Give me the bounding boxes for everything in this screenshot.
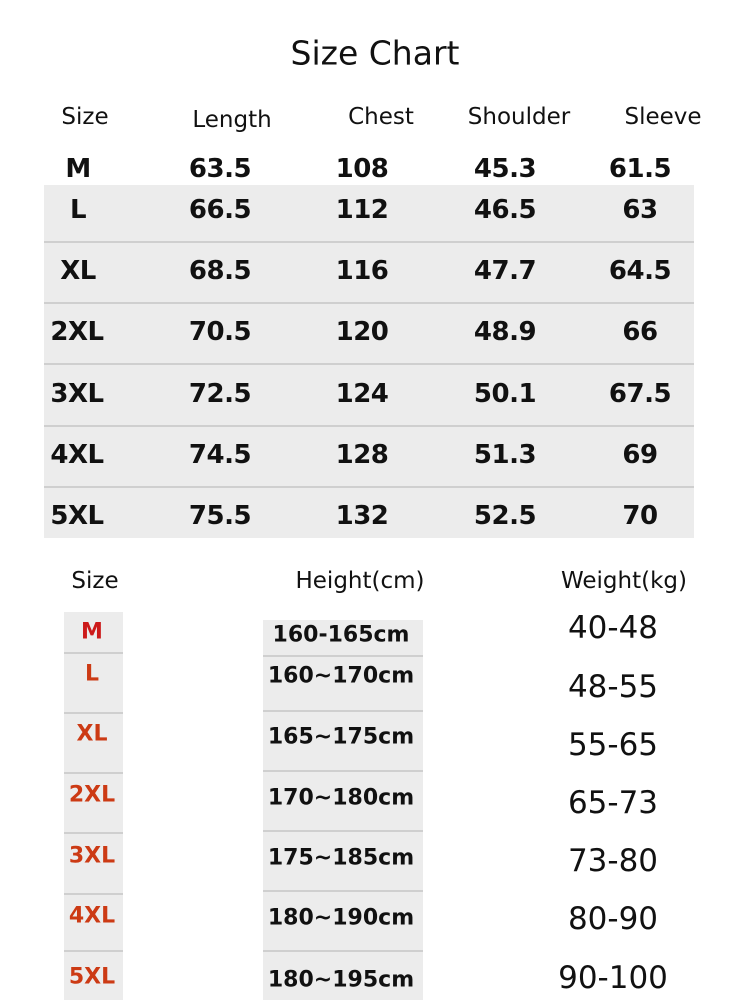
cell-shoulder: 46.5	[473, 195, 537, 225]
height-range: 180~190cm	[267, 905, 415, 931]
cell-shoulder: 50.1	[473, 379, 537, 409]
cell-length: 75.5	[188, 501, 252, 531]
cell-chest: 116	[335, 256, 389, 286]
cell-sleeve: 66	[622, 317, 658, 347]
cell-chest: 120	[335, 317, 389, 347]
size-label: M	[81, 619, 103, 645]
weight-range: 90-100	[558, 960, 668, 996]
height-divider	[263, 770, 423, 772]
size-divider	[64, 950, 123, 952]
cell-shoulder: 51.3	[473, 440, 537, 470]
header-height: Height(cm)	[295, 568, 425, 594]
size-divider	[64, 893, 123, 895]
size-label: 4XL	[68, 903, 116, 929]
height-range: 180~195cm	[267, 967, 415, 993]
cell-size: 2XL	[50, 317, 104, 347]
height-divider	[263, 710, 423, 712]
header-size: Size	[61, 104, 109, 130]
cell-shoulder: 52.5	[473, 501, 537, 531]
header-size: Size	[71, 568, 119, 594]
height-range: 160-165cm	[272, 622, 410, 648]
cell-length: 63.5	[188, 154, 252, 184]
weight-range: 55-65	[567, 727, 659, 763]
page-title: Size Chart	[290, 33, 460, 73]
height-column-background	[263, 620, 423, 1000]
cell-sleeve: 67.5	[608, 379, 672, 409]
header-shoulder: Shoulder	[467, 104, 571, 130]
cell-sleeve: 64.5	[608, 256, 672, 286]
cell-chest: 128	[335, 440, 389, 470]
row-divider	[44, 241, 694, 243]
cell-chest: 124	[335, 379, 389, 409]
height-divider	[263, 950, 423, 952]
weight-range: 65-73	[567, 785, 659, 821]
height-range: 170~180cm	[267, 785, 415, 811]
height-range: 175~185cm	[267, 845, 415, 871]
cell-chest: 112	[335, 195, 389, 225]
row-divider	[44, 302, 694, 304]
size-divider	[64, 772, 123, 774]
height-range: 160~170cm	[267, 663, 415, 689]
cell-length: 74.5	[188, 440, 252, 470]
size-label: 2XL	[68, 782, 116, 808]
header-length: Length	[192, 107, 272, 133]
cell-length: 70.5	[188, 317, 252, 347]
weight-range: 73-80	[567, 843, 659, 879]
cell-chest: 132	[335, 501, 389, 531]
measurement-table-background	[44, 185, 694, 538]
size-label: XL	[76, 721, 108, 747]
height-divider	[263, 890, 423, 892]
height-range: 165~175cm	[267, 724, 415, 750]
size-label: 5XL	[68, 964, 116, 990]
size-label: 3XL	[68, 843, 116, 869]
size-column-background	[64, 612, 123, 1000]
cell-length: 66.5	[188, 195, 252, 225]
cell-sleeve: 63	[622, 195, 658, 225]
cell-sleeve: 61.5	[608, 154, 672, 184]
size-divider	[64, 652, 123, 654]
cell-size: M	[65, 154, 91, 184]
row-divider	[44, 486, 694, 488]
height-divider	[263, 830, 423, 832]
cell-size: 5XL	[50, 501, 104, 531]
cell-size: L	[69, 195, 87, 225]
header-sleeve: Sleeve	[624, 104, 702, 130]
cell-sleeve: 69	[622, 440, 658, 470]
size-divider	[64, 832, 123, 834]
cell-sleeve: 70	[622, 501, 658, 531]
row-divider	[44, 425, 694, 427]
height-divider	[263, 655, 423, 657]
cell-length: 68.5	[188, 256, 252, 286]
cell-chest: 108	[335, 154, 389, 184]
header-chest: Chest	[348, 104, 414, 130]
cell-shoulder: 48.9	[473, 317, 537, 347]
cell-size: 3XL	[50, 379, 104, 409]
cell-shoulder: 47.7	[473, 256, 537, 286]
cell-shoulder: 45.3	[473, 154, 537, 184]
cell-size: 4XL	[50, 440, 104, 470]
weight-range: 48-55	[567, 669, 659, 705]
cell-length: 72.5	[188, 379, 252, 409]
row-divider	[44, 363, 694, 365]
size-divider	[64, 712, 123, 714]
weight-range: 40-48	[567, 610, 659, 646]
cell-size: XL	[60, 256, 96, 286]
weight-range: 80-90	[567, 901, 659, 937]
header-weight: Weight(kg)	[561, 568, 687, 594]
size-label: L	[84, 661, 100, 687]
